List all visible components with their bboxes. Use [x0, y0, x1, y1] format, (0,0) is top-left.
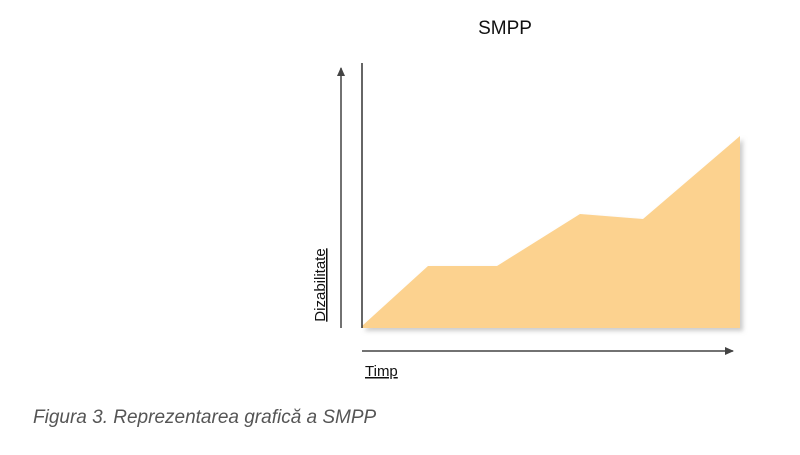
figure-title: SMPP [478, 18, 532, 39]
area-shape [362, 136, 740, 328]
x-axis-label: Timp [365, 363, 398, 380]
figure: SMPP Dizabilitate Timp [312, 18, 740, 380]
figure-caption: Figura 3. Reprezentarea grafică a SMPP [33, 407, 377, 428]
y-axis-label: Dizabilitate [312, 248, 329, 321]
